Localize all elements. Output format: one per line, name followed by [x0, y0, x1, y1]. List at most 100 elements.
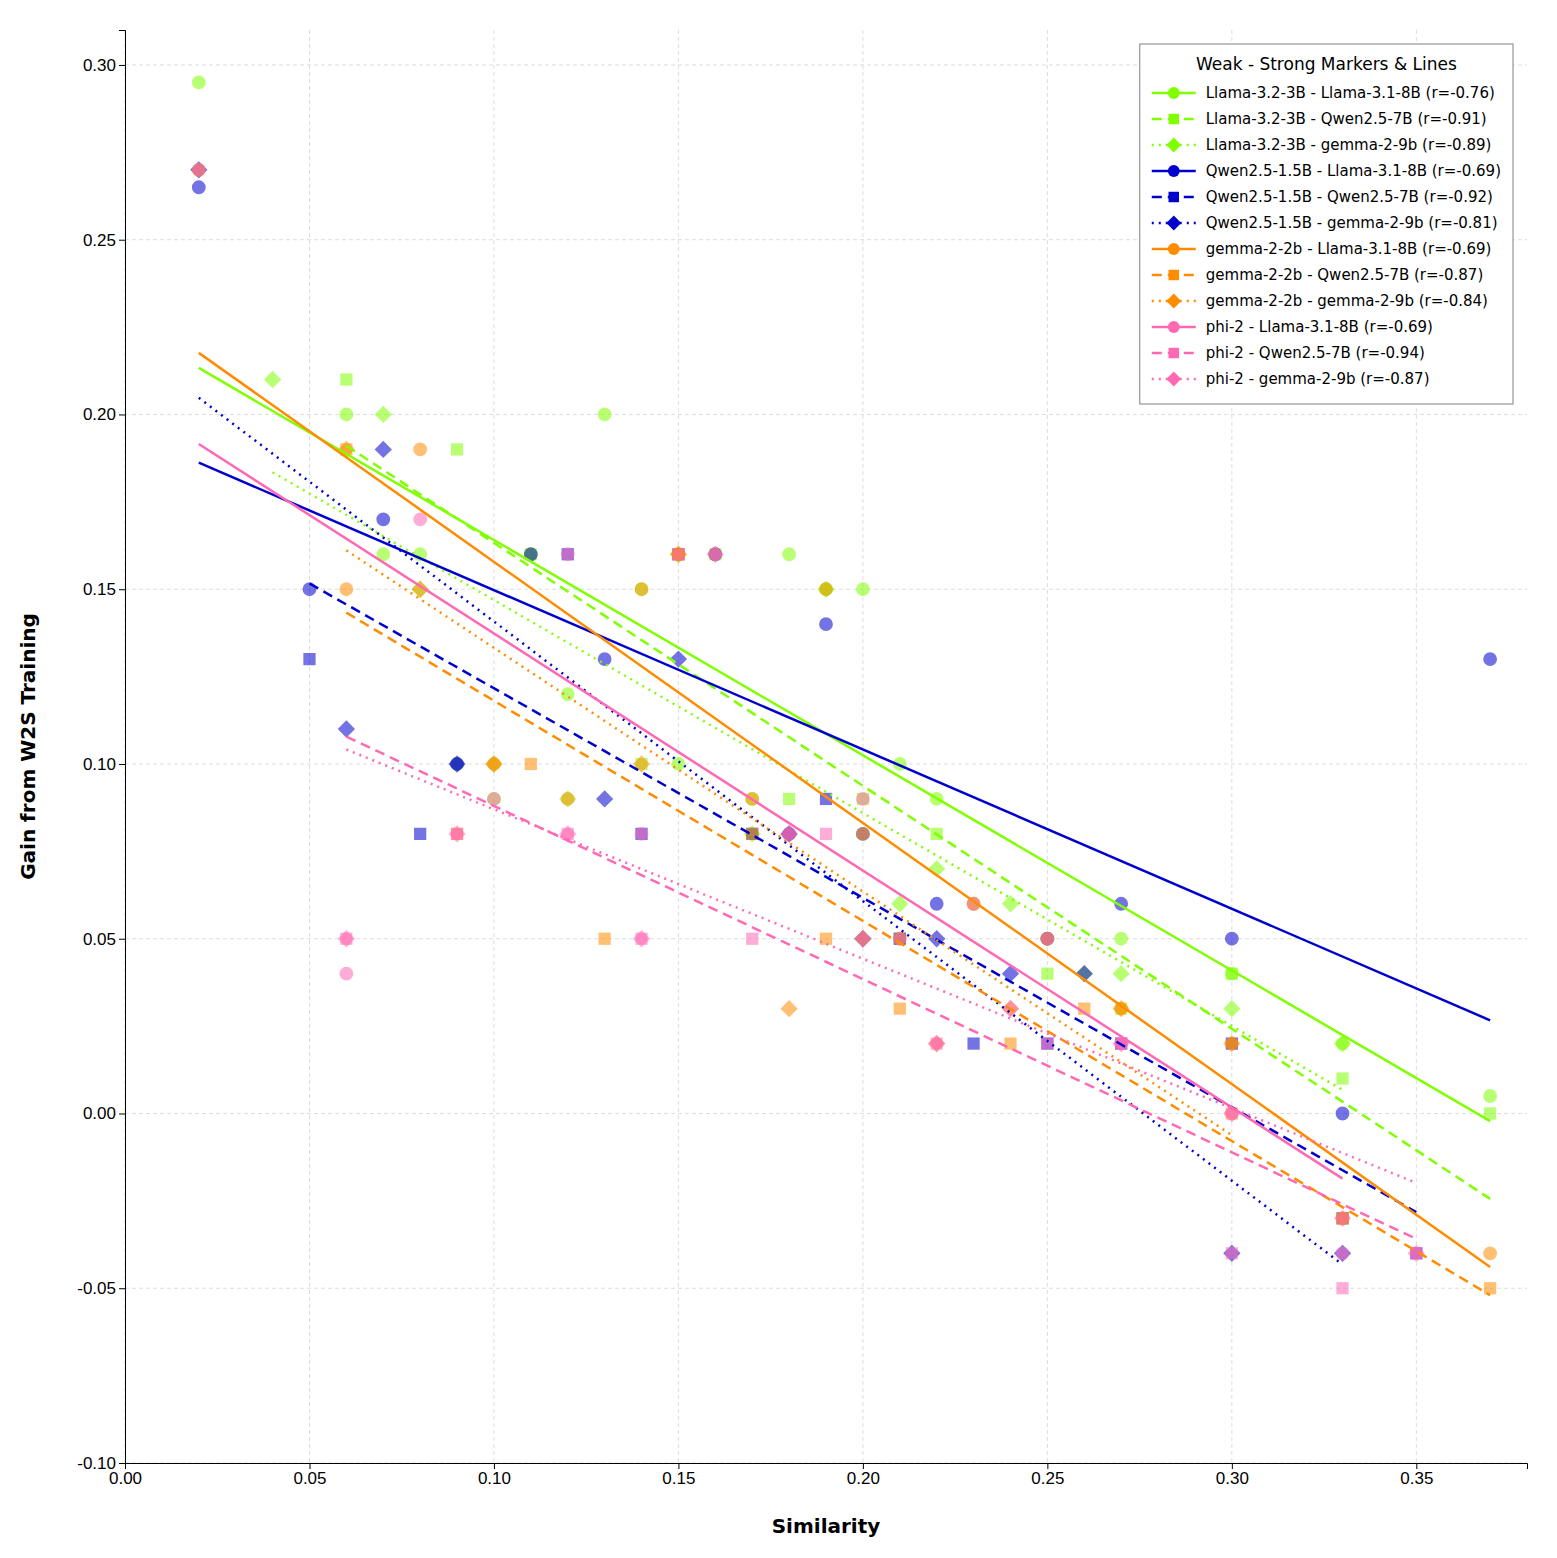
grid-line — [309, 30, 310, 1463]
tick-mark — [119, 414, 125, 415]
legend-item: Llama-3.2-3B - Qwen2.5-7B (r=-0.91) — [1152, 110, 1487, 128]
legend-marker — [1169, 192, 1179, 202]
point — [820, 933, 832, 945]
point — [1002, 895, 1019, 912]
point — [599, 933, 611, 945]
tick: 0.25 — [83, 231, 125, 250]
legend-label: gemma-2-2b - Qwen2.5-7B (r=-0.87) — [1206, 266, 1483, 284]
tick-label: 0.20 — [847, 1469, 880, 1488]
point — [672, 548, 684, 560]
point — [1004, 1037, 1016, 1049]
grid-line — [125, 1288, 1527, 1289]
chart: 0.000.050.100.150.200.250.300.35-0.10-0.… — [0, 0, 1557, 1558]
point — [744, 825, 761, 842]
legend-label: Qwen2.5-1.5B - gemma-2-9b (r=-0.81) — [1206, 214, 1498, 232]
point — [856, 582, 870, 596]
point — [635, 582, 649, 596]
point — [375, 441, 392, 458]
tick: 0.05 — [293, 1463, 326, 1488]
point — [561, 792, 575, 806]
point — [635, 582, 649, 596]
point — [856, 827, 870, 841]
series-points — [338, 546, 1425, 1262]
trend-line — [346, 750, 1416, 1183]
point — [1483, 652, 1497, 666]
point — [559, 790, 576, 807]
point — [561, 547, 575, 561]
point — [672, 548, 684, 560]
tick-mark — [119, 240, 125, 241]
trend-line — [199, 368, 1490, 1121]
point — [1041, 1037, 1053, 1049]
tick: 0.10 — [83, 755, 125, 774]
point — [857, 793, 869, 805]
point — [707, 546, 724, 563]
point — [1336, 1282, 1348, 1294]
point — [192, 180, 206, 194]
point — [487, 792, 501, 806]
legend-item: Qwen2.5-1.5B - gemma-2-9b (r=-0.81) — [1152, 214, 1498, 232]
point — [854, 930, 871, 947]
legend-item: phi-2 - Qwen2.5-7B (r=-0.94) — [1152, 344, 1425, 362]
point — [414, 828, 426, 840]
series-points — [190, 161, 1351, 1262]
point — [854, 930, 871, 947]
legend-item: phi-2 - Llama-3.1-8B (r=-0.69) — [1152, 318, 1433, 336]
x-axis-title: Similarity — [772, 1514, 881, 1538]
legend-label: Qwen2.5-1.5B - Qwen2.5-7B (r=-0.92) — [1206, 188, 1493, 206]
legend-item: gemma-2-2b - Qwen2.5-7B (r=-0.87) — [1152, 266, 1483, 284]
point — [783, 793, 795, 805]
point — [930, 897, 944, 911]
trend-line — [309, 583, 1416, 1212]
grid — [125, 30, 1527, 1463]
series-points — [192, 76, 1497, 1103]
tick: -0.05 — [77, 1279, 125, 1298]
legend-marker — [1168, 321, 1180, 333]
legend-marker — [1166, 138, 1181, 153]
point — [856, 792, 870, 806]
tick-label: 0.30 — [83, 56, 116, 75]
point — [448, 825, 465, 842]
legend-title: Weak - Strong Markers & Lines — [1196, 54, 1457, 74]
point — [1002, 965, 1019, 982]
trend-line — [346, 737, 1416, 1239]
point — [596, 790, 613, 807]
legend-item: Qwen2.5-1.5B - Qwen2.5-7B (r=-0.92) — [1152, 188, 1493, 206]
legend-marker — [1168, 87, 1180, 99]
tick: 0.25 — [1031, 1463, 1064, 1488]
point — [1112, 965, 1129, 982]
axis-line — [119, 31, 126, 1464]
point — [375, 406, 392, 423]
point — [376, 512, 390, 526]
point — [487, 792, 501, 806]
legend-marker — [1169, 114, 1179, 124]
trend-line — [199, 444, 1343, 1179]
series-points — [303, 548, 1422, 1259]
tick: 0.05 — [83, 930, 125, 949]
tick: 0.30 — [1216, 1463, 1249, 1488]
point — [1484, 1282, 1496, 1294]
point — [192, 163, 206, 177]
trend-line — [199, 398, 1343, 1265]
x-axis: 0.000.050.100.150.200.250.300.35 — [109, 1463, 1528, 1488]
tick-label: 0.10 — [478, 1469, 511, 1488]
trend-line — [199, 353, 1490, 1267]
legend-marker — [1169, 270, 1179, 280]
point — [339, 582, 353, 596]
grid-line — [678, 30, 679, 1463]
trend-line — [346, 446, 1490, 1199]
tick-mark — [119, 1463, 125, 1464]
point — [1334, 1245, 1351, 1262]
point — [525, 758, 537, 770]
legend-marker — [1166, 294, 1181, 309]
legend-marker — [1166, 372, 1181, 387]
tick: 0.30 — [83, 56, 125, 75]
series-points — [340, 373, 1496, 1119]
tick-label: 0.35 — [1400, 1469, 1433, 1488]
point — [1225, 932, 1239, 946]
plot: 0.000.050.100.150.200.250.300.35-0.10-0.… — [16, 30, 1528, 1538]
grid-line — [125, 414, 1527, 415]
point — [1223, 1035, 1240, 1052]
point — [1226, 1247, 1238, 1259]
point — [819, 582, 833, 596]
